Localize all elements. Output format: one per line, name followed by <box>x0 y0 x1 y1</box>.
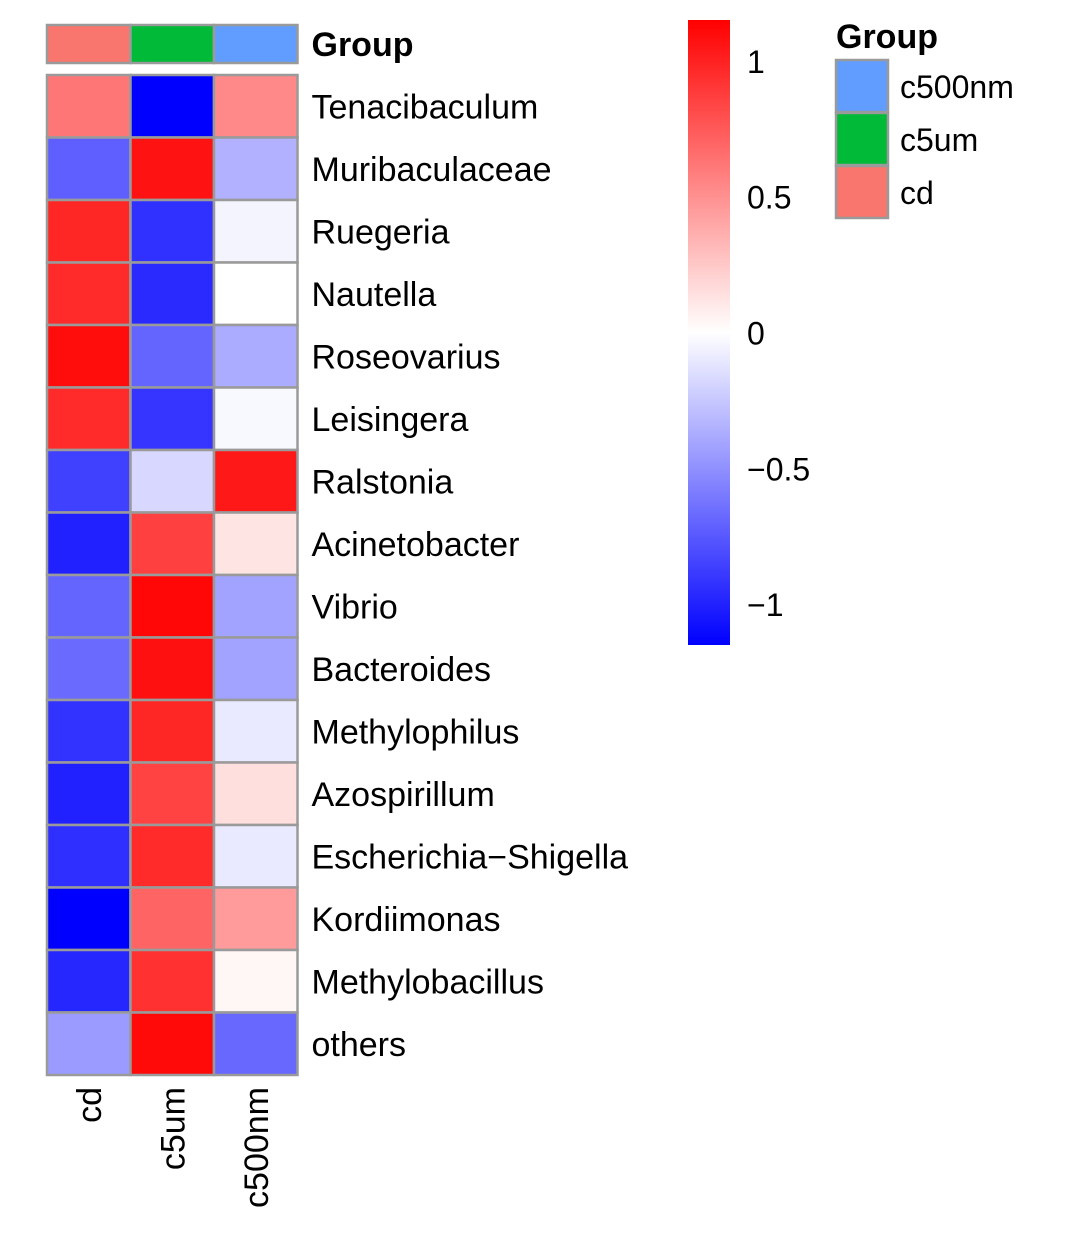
column-label: c5um <box>154 1087 192 1170</box>
row-label: Ruegeria <box>312 213 450 251</box>
heatmap-cell <box>129 198 216 264</box>
color-scale-tick-label: −1 <box>747 587 783 623</box>
legend-key-c500nm <box>834 58 890 114</box>
color-scale-bar <box>688 20 730 645</box>
legend-title: Group <box>836 18 938 56</box>
heatmap-cell <box>212 323 299 389</box>
heatmap-cell <box>45 1011 132 1077</box>
row-label: Tenacibaculum <box>312 88 539 126</box>
heatmap-cell <box>212 573 299 639</box>
annotation-cell-c500nm <box>212 23 299 65</box>
heatmap-cell <box>212 948 299 1014</box>
row-label: Methylophilus <box>312 713 520 751</box>
heatmap-cell <box>129 136 216 202</box>
heatmap-cells <box>45 73 299 1077</box>
column-label: cd <box>71 1087 109 1123</box>
heatmap-cell <box>129 448 216 514</box>
heatmap-cell <box>129 948 216 1014</box>
row-label: Ralstonia <box>312 463 454 501</box>
heatmap-cell <box>212 386 299 452</box>
heatmap-cell <box>129 573 216 639</box>
heatmap-cell <box>129 823 216 889</box>
legend-label: c5um <box>900 122 978 158</box>
heatmap-cell <box>129 386 216 452</box>
heatmap-cell <box>129 323 216 389</box>
heatmap-cell <box>212 886 299 952</box>
heatmap-cell <box>129 761 216 827</box>
annotation-cell-c5um <box>129 23 216 65</box>
group-legend: Group c500nm c5um cd <box>834 18 1014 220</box>
heatmap-cell <box>129 886 216 952</box>
row-label: Vibrio <box>312 588 398 626</box>
color-scale-legend: 1 0.5 0 −0.5 −1 <box>688 20 810 645</box>
heatmap-cell <box>212 136 299 202</box>
heatmap-cell <box>45 323 132 389</box>
row-label: Azospirillum <box>312 776 495 814</box>
color-scale-tick-label: 0 <box>747 316 765 352</box>
heatmap-cell <box>45 761 132 827</box>
group-annotation-bar <box>45 23 299 65</box>
heatmap-cell <box>45 73 132 139</box>
legend-key-c5um <box>834 111 890 167</box>
heatmap-cell <box>45 636 132 702</box>
column-labels: cd c5um c500nm <box>71 1087 276 1208</box>
heatmap-cell <box>212 198 299 264</box>
row-label: Bacteroides <box>312 651 492 689</box>
heatmap-cell <box>45 573 132 639</box>
heatmap-cell <box>212 636 299 702</box>
legend-label: c500nm <box>900 69 1014 105</box>
legend-label: cd <box>900 175 934 211</box>
legend-items: c500nm c5um cd <box>834 58 1014 220</box>
heatmap-cell <box>45 136 132 202</box>
heatmap-cell <box>129 511 216 577</box>
heatmap-cell <box>212 698 299 764</box>
heatmap-cell <box>212 448 299 514</box>
color-scale-tick-label: −0.5 <box>747 451 810 487</box>
annotation-cell-cd <box>45 23 132 65</box>
heatmap-cell <box>45 948 132 1014</box>
column-label: c500nm <box>238 1087 276 1208</box>
legend-key-cd <box>834 164 890 220</box>
heatmap-cell <box>45 886 132 952</box>
heatmap-cell <box>212 511 299 577</box>
heatmap-cell <box>212 823 299 889</box>
row-label: Acinetobacter <box>312 526 520 564</box>
heatmap-cell <box>45 448 132 514</box>
heatmap-cell <box>45 511 132 577</box>
heatmap-cell <box>212 761 299 827</box>
row-label: Leisingera <box>312 401 469 439</box>
annotation-title: Group <box>312 26 414 64</box>
row-label: Roseovarius <box>312 338 501 376</box>
color-scale-tick-label: 0.5 <box>747 180 791 216</box>
heatmap-cell <box>45 698 132 764</box>
heatmap-cell <box>212 73 299 139</box>
heatmap-cell <box>45 198 132 264</box>
heatmap-cell <box>45 261 132 327</box>
heatmap-cell <box>129 73 216 139</box>
color-scale-ticks: 1 0.5 0 −0.5 −1 <box>747 44 810 623</box>
row-label: Muribaculaceae <box>312 151 552 189</box>
heatmap-cell <box>129 1011 216 1077</box>
row-label: Methylobacillus <box>312 963 544 1001</box>
row-label: Kordiimonas <box>312 901 501 939</box>
heatmap-cell <box>129 636 216 702</box>
row-labels: Tenacibaculum Muribaculaceae Ruegeria Naute… <box>312 88 629 1064</box>
row-label: Escherichia−Shigella <box>312 838 629 876</box>
heatmap-cell <box>212 1011 299 1077</box>
row-label: Nautella <box>312 276 437 314</box>
heatmap-cell <box>45 823 132 889</box>
heatmap-cell <box>129 261 216 327</box>
heatmap-cell <box>45 386 132 452</box>
color-scale-tick-label: 1 <box>747 44 765 80</box>
row-label: others <box>312 1026 407 1064</box>
heatmap-cell <box>129 698 216 764</box>
heatmap-cell <box>212 261 299 327</box>
